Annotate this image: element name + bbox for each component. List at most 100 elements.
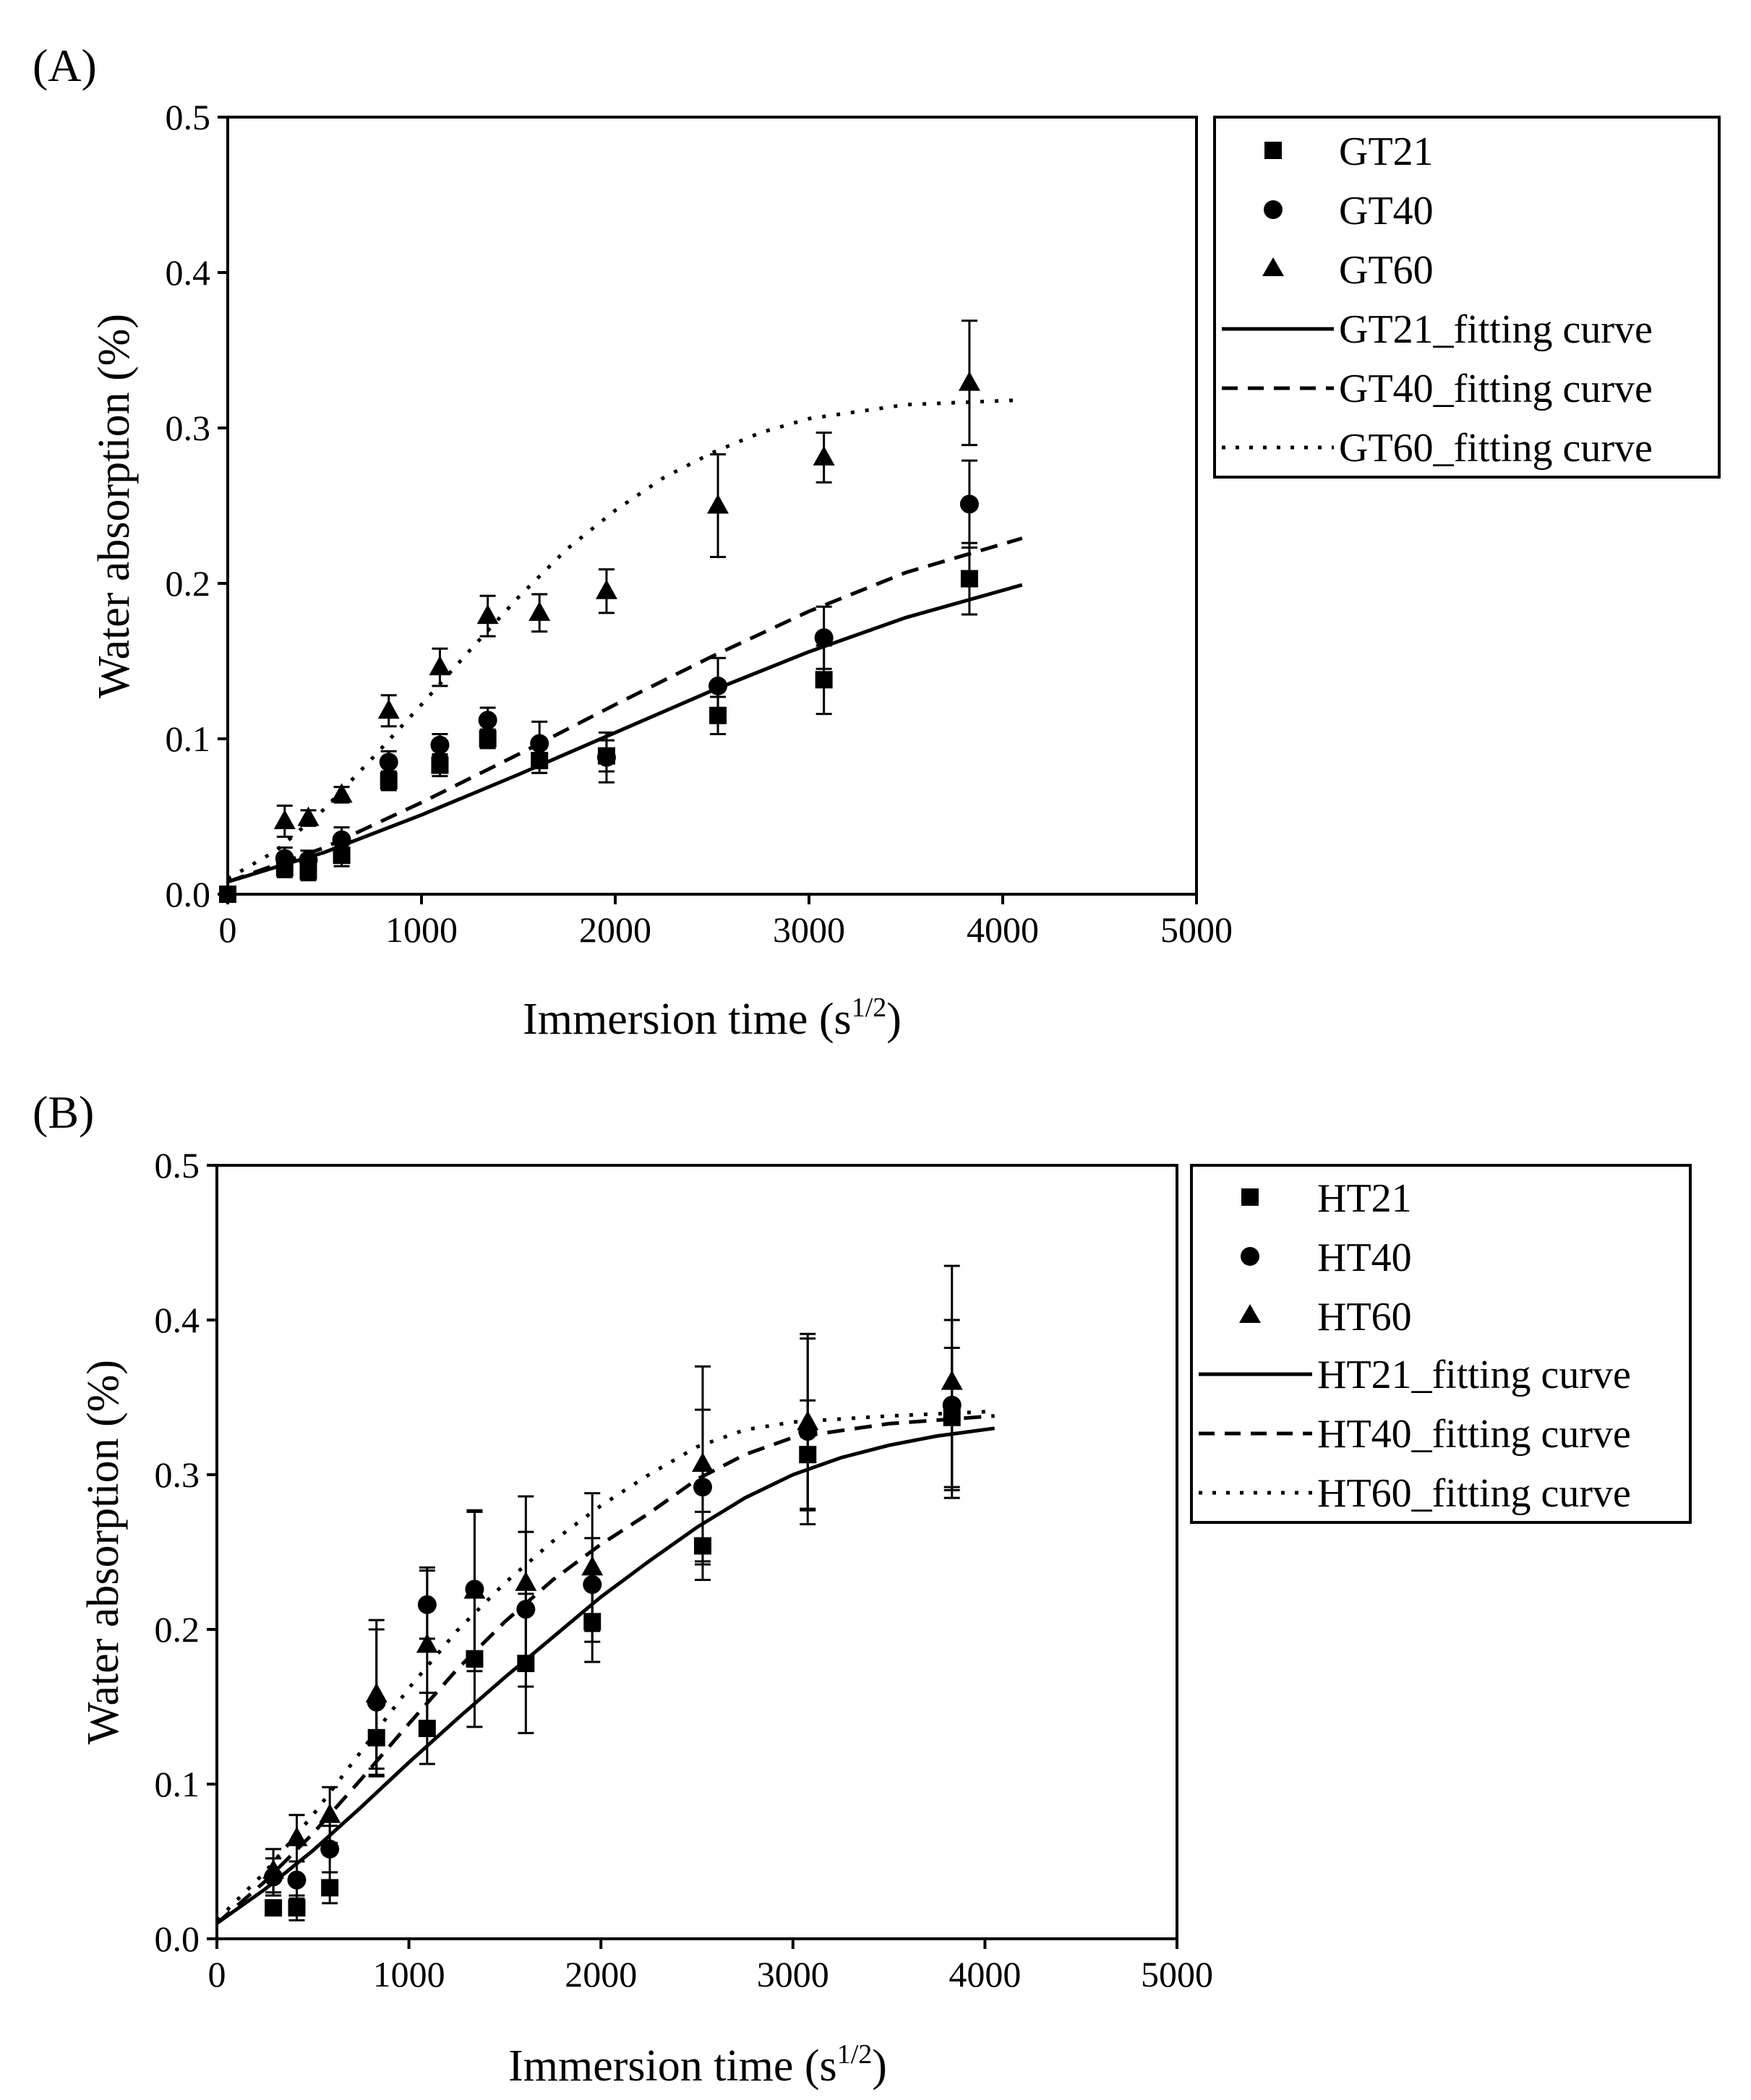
panel-a-x-axis-title-main: Immersion time (s [523,995,852,1044]
panel-b-ht60-point-10 [941,1370,963,1390]
panel-a-gt60-point-3 [377,699,400,719]
panel-b-fit-ht60-fitting-curve [215,1409,995,1922]
panel-a-data-layer [219,320,1023,903]
legend-a-gt21-fit-label: GT21_fitting curve [1339,307,1653,352]
panel-a-gt40-point-4 [430,735,450,755]
panel-b-x-tick-label-3: 3000 [757,1954,829,1994]
panel-a-gt40-point-10 [959,494,979,514]
panel-a-gt60-point-8 [707,494,729,514]
panel-b-legend: HT21 HT40 HT60 HT21_fitting curve HT40_f… [1190,1164,1692,1524]
panel-b-ht21-point-2 [321,1879,339,1897]
panel-b-data-layer [215,1264,996,1925]
panel-a-x-tick-label-0: 0 [219,909,237,950]
panel-b-ht60-point-0 [262,1859,285,1879]
panel-a-axis-ticks: 0 1000 2000 3000 4000 5000 0.0 0.1 0.2 0.3 0.4 0.5 [166,97,1233,950]
panel-a-x-axis-title-superscript: 1/2 [852,993,887,1023]
panel-a-y-tick-label-3: 0.3 [166,408,211,448]
panel-b-ht60-point-4 [416,1633,438,1653]
panel-b-legend-box [1190,1164,1692,1524]
panel-b-y-tick-label-4: 0.4 [155,1300,200,1340]
legend-a-gt40-fit-label: GT40_fitting curve [1339,367,1653,411]
panel-a-x-tick-label-5: 5000 [1160,909,1233,950]
panel-a-gt60-point-2 [330,783,353,803]
panel-b-ht21-point-0 [265,1899,283,1917]
panel-a-gt60-point-4 [429,656,451,676]
panel-a-gt40-point-0 [275,849,294,868]
legend-a-gt60-fit-label: GT60_fitting curve [1339,426,1653,471]
panel-b-ht60-point-9 [797,1410,819,1431]
panel-b-x-tick-label-1: 1000 [373,1954,445,1994]
panel-b-ht60-point-5 [463,1579,486,1599]
panel-a-gt21-point-11 [960,570,978,588]
panel-b-ht40-point-1 [287,1870,307,1890]
legend-b-ht60-marker [1239,1304,1261,1323]
panel-a-gt60-point-7 [595,579,617,599]
panel-a-gt21-point-5 [431,756,449,774]
legend-b-ht40-fit-label: HT40_fitting curve [1317,1412,1631,1457]
panel-b-fit-ht40-fitting-curve [215,1414,995,1925]
panel-a-gt21-point-10 [815,671,833,689]
legend-a-gt40-marker [1264,200,1283,219]
panel-b-y-tick-label-1: 0.1 [155,1764,200,1804]
panel-a-x-tick-label-2: 2000 [579,909,651,950]
panel-a-gt40-point-3 [379,753,398,772]
panel-b-x-axis-title-superscript: 1/2 [837,2039,873,2070]
panel-b-y-axis-title: Water absorption (%) [79,1360,128,1744]
panel-b-x-axis-title-main: Immersion time (s [508,2041,837,2091]
legend-a-gt60-label: GT60 [1339,248,1434,293]
panel-b-x-tick-label-0: 0 [208,1954,226,1994]
panel-a-gt60-point-9 [813,445,835,466]
panel-b-x-tick-label-2: 2000 [565,1954,637,1994]
panel-a-gt60-point-0 [273,809,296,829]
panel-a-gt60-point-6 [528,601,551,621]
legend-a-gt21-label: GT21 [1339,129,1434,174]
panel-b-y-tick-label-2: 0.2 [155,1609,200,1650]
legend-a-gt40-label: GT40 [1339,189,1434,233]
panel-a-y-axis-title: Water absorption (%) [90,314,139,698]
panel-a-legend: GT21 GT40 GT60 GT21_fitting curve GT40_f… [1213,116,1721,479]
panel-b-ht60-point-3 [365,1682,388,1702]
legend-b-ht21-label: HT21 [1317,1176,1412,1221]
panel-b-axis-ticks: 0 1000 2000 3000 4000 5000 0.0 0.1 0.2 0.3 0.4 0.5 [155,1145,1214,1994]
panel-b-ht60-point-7 [581,1556,604,1576]
panel-a-label: (A) [33,40,97,91]
panel-b-x-axis-title: Immersion time (s1/2) [508,2039,887,2091]
panel-a-gt40-point-7 [596,747,616,767]
panel-a-y-tick-label-1: 0.1 [166,719,211,759]
legend-b-ht40-marker [1241,1247,1259,1266]
panel-a-fit-gt40-fitting-curve [227,536,1023,884]
panel-a-y-tick-label-5: 0.5 [166,97,211,137]
panel-a: (A) 0 1000 2000 3000 4000 5000 0.0 0.1 0.2 0.3 0.4… [33,40,1721,1044]
panel-a-gt60-point-5 [476,604,499,625]
legend-b-ht21-fit-label: HT21_fitting curve [1317,1353,1631,1397]
panel-a-x-tick-label-3: 3000 [773,909,845,950]
panel-b-y-tick-label-5: 0.5 [155,1145,200,1186]
panel-a-legend-box [1213,116,1721,479]
legend-b-ht60-fit-label: HT60_fitting curve [1317,1471,1631,1516]
panel-a-plot-frame [226,116,1198,896]
panel-b-ht60-point-2 [319,1803,341,1823]
panel-a-x-axis-title: Immersion time (s1/2) [523,993,902,1044]
panel-a-gt40-point-1 [299,850,318,870]
panel-a-gt40-point-9 [814,628,834,648]
panel-b-ht21-point-1 [288,1899,306,1917]
panel-b-x-axis-title-tail: ) [872,2041,887,2091]
panel-a-gt21-point-4 [380,772,398,790]
panel-b: (B) 0 1000 2000 3000 4000 5000 0.0 0.1 0.2 0.3 0.4… [33,1087,1692,2091]
panel-a-gt60-point-10 [958,371,980,391]
legend-a-gt60-marker [1262,257,1284,276]
panel-b-ht40-point-2 [320,1839,340,1859]
panel-b-x-tick-label-5: 5000 [1141,1954,1213,1994]
panel-b-plot-frame [215,1164,1178,1940]
panel-a-gt40-point-5 [478,711,497,730]
panel-b-y-tick-label-0: 0.0 [155,1919,200,1959]
panel-a-x-tick-label-4: 4000 [967,909,1039,950]
panel-a-y-tick-label-0: 0.0 [166,874,211,914]
panel-b-label: (B) [33,1087,94,1138]
panel-a-gt40-point-6 [530,734,549,753]
panel-b-ht60-point-6 [515,1571,537,1591]
panel-b-fit-ht21-fitting-curve [215,1426,996,1925]
panel-b-y-tick-label-3: 0.3 [155,1454,200,1495]
panel-a-gt40-point-8 [708,676,728,695]
